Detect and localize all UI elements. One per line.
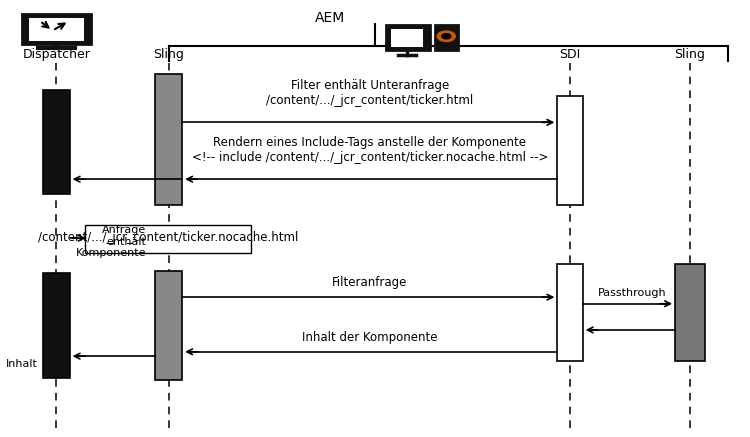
Bar [155, 74, 182, 205]
Text: Inhalt der Komponente: Inhalt der Komponente [302, 331, 437, 344]
FancyBboxPatch shape [22, 14, 91, 44]
Text: Sling: Sling [153, 48, 184, 61]
Text: AEM: AEM [315, 11, 345, 25]
Text: Rendern eines Include-Tags anstelle der Komponente
<!-- include /content/.../_jc: Rendern eines Include-Tags anstelle der … [191, 136, 548, 164]
Bar [43, 90, 70, 194]
FancyBboxPatch shape [28, 18, 84, 41]
Text: Inhalt: Inhalt [6, 359, 38, 368]
Text: Filteranfrage: Filteranfrage [332, 276, 407, 289]
FancyBboxPatch shape [386, 25, 430, 50]
Text: Filter enthält Unteranfrage
/content/.../_jcr_content/ticker.html: Filter enthält Unteranfrage /content/...… [266, 79, 473, 107]
Text: /content/.../_jcr_content/ticker.nocache.html: /content/.../_jcr_content/ticker.nocache… [38, 231, 298, 244]
Text: Sling: Sling [674, 48, 706, 61]
Text: SDI: SDI [560, 48, 580, 61]
Bar [557, 96, 583, 205]
Circle shape [437, 31, 455, 42]
Bar [675, 264, 705, 361]
Bar [155, 271, 182, 380]
Text: Dispatcher: Dispatcher [22, 48, 90, 61]
Text: Passthrough: Passthrough [598, 288, 667, 298]
FancyBboxPatch shape [435, 25, 457, 50]
FancyBboxPatch shape [85, 225, 251, 253]
Text: Anfrage
enthält
Komponente: Anfrage enthält Komponente [76, 225, 146, 258]
Circle shape [442, 34, 451, 39]
Bar [43, 273, 70, 378]
Bar [557, 264, 583, 361]
FancyBboxPatch shape [391, 29, 423, 47]
